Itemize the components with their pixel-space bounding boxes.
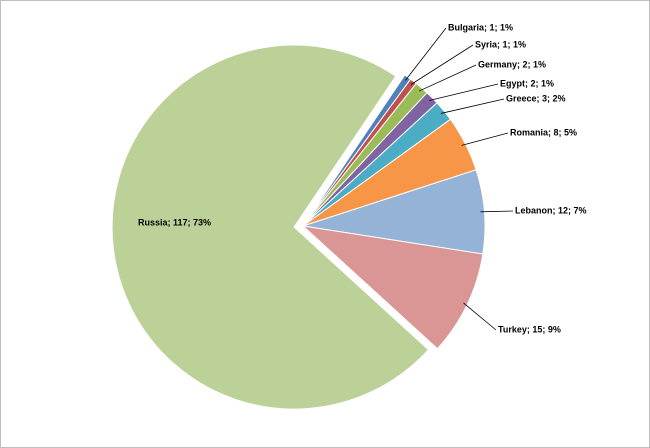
data-label: Romania; 8; 5%	[510, 127, 577, 137]
data-label: Egypt; 2; 1%	[500, 78, 554, 88]
data-label: Syria; 1; 1%	[475, 39, 526, 49]
leader-line	[440, 98, 505, 114]
data-label: Lebanon; 12; 7%	[515, 205, 587, 215]
leader-line	[418, 64, 477, 92]
leader-line	[429, 83, 499, 101]
pie-slice	[111, 44, 430, 410]
leader-line	[461, 132, 509, 146]
pie-slice	[301, 225, 484, 350]
leader-line	[463, 302, 497, 331]
leader-line	[480, 210, 514, 213]
data-label: Greece; 3; 2%	[506, 93, 566, 103]
data-label: Bulgaria; 1; 1%	[448, 22, 513, 32]
data-label: Germany; 2; 1%	[478, 59, 546, 69]
leader-line	[410, 44, 474, 85]
data-label: Russia; 117; 73%	[138, 217, 211, 227]
leader-line	[405, 27, 447, 81]
data-label: Turkey; 15; 9%	[498, 324, 561, 334]
